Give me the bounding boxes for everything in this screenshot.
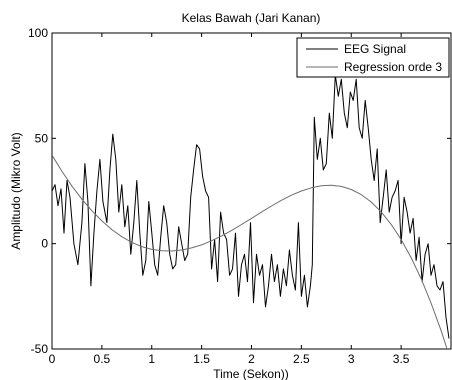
x-tick-label: 1.5: [193, 352, 210, 366]
plot-area: [51, 32, 452, 350]
y-tick-label: 100: [28, 26, 48, 40]
x-tick-label: 3: [348, 352, 355, 366]
legend-label-eeg: EEG Signal: [344, 42, 406, 56]
eeg-signal-line: [52, 74, 450, 339]
x-tick-label: 2: [248, 352, 255, 366]
regression-line: [52, 154, 448, 349]
y-tick-label: -50: [31, 342, 49, 356]
y-tick-label: 50: [35, 131, 49, 145]
x-tick-label: 0: [49, 352, 56, 366]
legend: EEG Signal Regression orde 3: [296, 37, 450, 78]
y-tick-label: 0: [41, 237, 48, 251]
x-tick-label: 1: [148, 352, 155, 366]
x-axis-label: Time (Sekon)): [213, 367, 289, 380]
x-tick-label: 0.5: [94, 352, 111, 366]
y-axis-label: Amplitudo (Mikro Volt): [9, 132, 23, 249]
legend-label-regression: Regression orde 3: [344, 60, 442, 74]
chart-title: Kelas Bawah (Jari Kanan): [182, 11, 321, 25]
x-tick-label: 2.5: [293, 352, 310, 366]
x-tick-label: 3.5: [393, 352, 410, 366]
legend-box: [296, 37, 450, 78]
